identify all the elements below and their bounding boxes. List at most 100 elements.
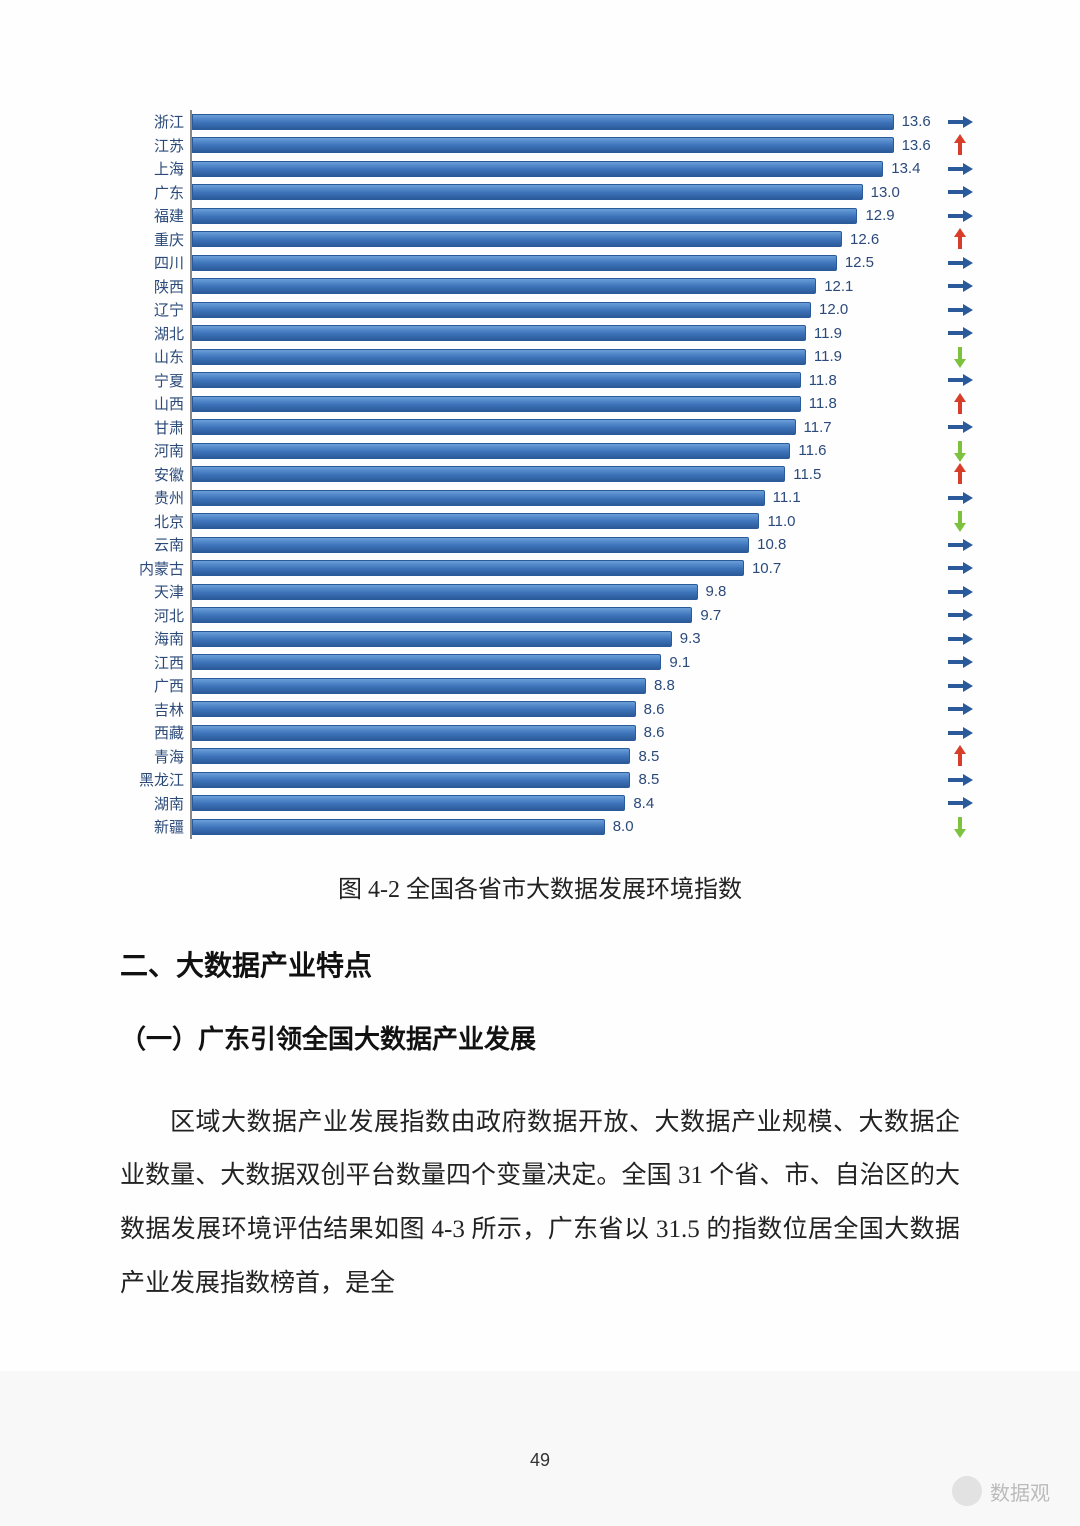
chart-bar-wrap: 9.7 (192, 604, 940, 628)
chart-bar-wrap: 13.4 (192, 157, 940, 181)
chart-bar (192, 678, 646, 694)
chart-value: 11.8 (809, 395, 837, 412)
trend-arrow-icon (940, 773, 980, 787)
chart-category-label: 浙江 (120, 111, 190, 132)
chart-value: 11.6 (798, 442, 826, 459)
chart-value: 11.1 (773, 489, 801, 506)
chart-row: 宁夏 11.8 (120, 369, 980, 393)
chart-row: 重庆12.6 (120, 228, 980, 252)
body-paragraph: 区域大数据产业发展指数由政府数据开放、大数据产业规模、大数据企业数量、大数据双创… (120, 1096, 960, 1311)
chart-value: 11.7 (804, 419, 832, 436)
chart-bar-wrap: 12.6 (192, 228, 940, 252)
chart-bar (192, 302, 811, 318)
chart-bar (192, 208, 857, 224)
chart-bar-wrap: 11.0 (192, 510, 940, 534)
chart-value: 12.5 (845, 254, 874, 271)
chart-row: 陕西12.1 (120, 275, 980, 299)
wechat-icon (952, 1476, 982, 1506)
chart-bar (192, 537, 749, 553)
chart-value: 10.8 (757, 536, 786, 553)
trend-arrow-icon (940, 702, 980, 716)
chart-row: 内蒙古10.7 (120, 557, 980, 581)
chart-row: 天津9.8 (120, 580, 980, 604)
chart-value: 13.4 (891, 160, 920, 177)
chart-bar (192, 184, 863, 200)
chart-bar-wrap: 8.5 (192, 768, 940, 792)
chart-value: 9.3 (680, 630, 701, 647)
trend-arrow-icon (940, 538, 980, 552)
chart-category-label: 湖北 (120, 323, 190, 344)
chart-bar-wrap: 11.8 (192, 392, 940, 416)
trend-arrow-icon (940, 185, 980, 199)
chart-bar (192, 255, 837, 271)
trend-arrow-icon (940, 209, 980, 223)
chart-value: 8.4 (633, 795, 654, 812)
trend-arrow-icon (940, 440, 980, 462)
chart-bar-wrap: 9.1 (192, 651, 940, 675)
chart-bar-wrap: 11.9 (192, 322, 940, 346)
chart-bar-wrap: 11.5 (192, 463, 940, 487)
source-watermark: 数据观 (952, 1476, 1050, 1506)
chart-bar (192, 725, 636, 741)
chart-bar-wrap: 11.8 (192, 369, 940, 393)
trend-arrow-icon (940, 303, 980, 317)
chart-value: 11.9 (814, 325, 842, 342)
chart-category-label: 甘肃 (120, 417, 190, 438)
chart-value: 11.8 (809, 372, 837, 389)
chart-bar-wrap: 8.4 (192, 792, 940, 816)
chart-bar (192, 819, 605, 835)
chart-category-label: 青海 (120, 746, 190, 767)
chart-caption: 图 4-2 全国各省市大数据发展环境指数 (120, 869, 960, 904)
trend-arrow-icon (940, 420, 980, 434)
chart-row: 福建12.9 (120, 204, 980, 228)
chart-bar (192, 137, 894, 153)
chart-bar-wrap: 13.6 (192, 110, 940, 134)
chart-bar (192, 607, 692, 623)
chart-bar (192, 513, 759, 529)
chart-bar-wrap: 12.9 (192, 204, 940, 228)
chart-bar (192, 466, 785, 482)
chart-row: 江苏13.6 (120, 134, 980, 158)
chart-value: 8.5 (638, 748, 659, 765)
watermark-text: 数据观 (990, 1477, 1050, 1506)
chart-category-label: 上海 (120, 158, 190, 179)
chart-row: 湖南 8.4 (120, 792, 980, 816)
trend-arrow-icon (940, 463, 980, 485)
chart-bar (192, 349, 806, 365)
chart-row: 河北9.7 (120, 604, 980, 628)
chart-category-label: 黑龙江 (120, 769, 190, 790)
chart-row: 河南11.6 (120, 439, 980, 463)
trend-arrow-icon (940, 510, 980, 532)
trend-arrow-icon (940, 228, 980, 250)
chart-row: 西藏8.6 (120, 721, 980, 745)
trend-arrow-icon (940, 561, 980, 575)
chart-category-label: 宁夏 (120, 370, 190, 391)
chart-row: 吉林8.6 (120, 698, 980, 722)
chart-bar (192, 278, 816, 294)
chart-value: 8.8 (654, 677, 675, 694)
chart-row: 山东11.9 (120, 345, 980, 369)
chart-row: 贵州11.1 (120, 486, 980, 510)
chart-category-label: 四川 (120, 252, 190, 273)
chart-category-label: 海南 (120, 628, 190, 649)
trend-arrow-icon (940, 655, 980, 669)
chart-bar-wrap: 12.0 (192, 298, 940, 322)
trend-arrow-icon (940, 373, 980, 387)
chart-bar (192, 701, 636, 717)
chart-category-label: 内蒙古 (120, 558, 190, 579)
chart-category-label: 江西 (120, 652, 190, 673)
chart-category-label: 湖南 (120, 793, 190, 814)
chart-bar-wrap: 12.1 (192, 275, 940, 299)
trend-arrow-icon (940, 745, 980, 767)
chart-bar-wrap: 13.0 (192, 181, 940, 205)
chart-category-label: 安徽 (120, 464, 190, 485)
chart-category-label: 广西 (120, 675, 190, 696)
chart-category-label: 云南 (120, 534, 190, 555)
chart-bar-wrap: 13.6 (192, 134, 940, 158)
chart-bar-wrap: 8.6 (192, 698, 940, 722)
chart-bar-wrap: 11.6 (192, 439, 940, 463)
chart-value: 11.9 (814, 348, 842, 365)
chart-bar-wrap: 10.7 (192, 557, 940, 581)
chart-row: 山西11.8 (120, 392, 980, 416)
trend-arrow-icon (940, 608, 980, 622)
